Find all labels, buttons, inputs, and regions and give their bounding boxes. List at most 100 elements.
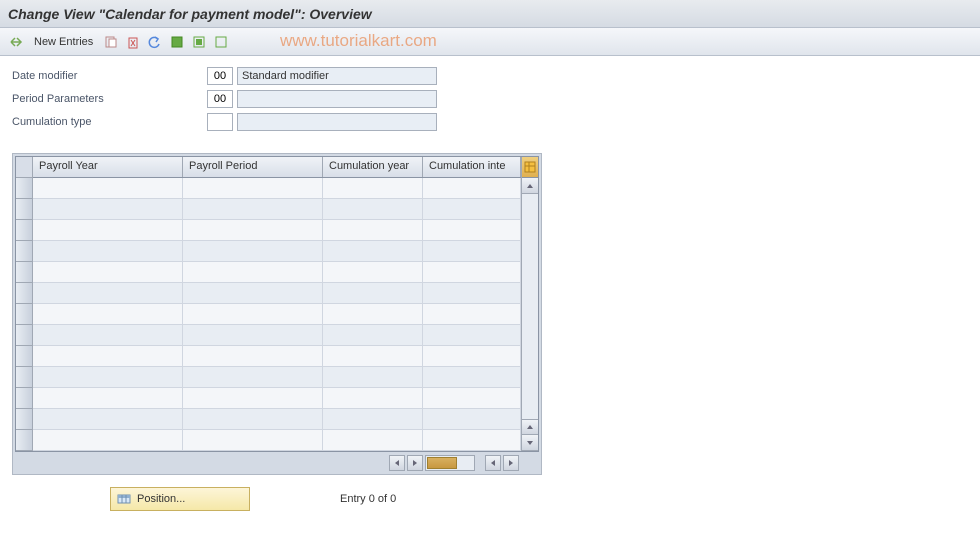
row-selector[interactable]	[16, 346, 32, 367]
table-cell[interactable]	[183, 367, 323, 387]
table-cell[interactable]	[33, 409, 183, 429]
table-cell[interactable]	[323, 178, 423, 198]
deselect-all-icon[interactable]	[211, 32, 231, 52]
table-cell[interactable]	[183, 430, 323, 450]
copy-icon[interactable]	[101, 32, 121, 52]
table-cell[interactable]	[33, 325, 183, 345]
row-selector[interactable]	[16, 367, 32, 388]
scroll-down-icon[interactable]	[522, 435, 538, 451]
undo-icon[interactable]	[145, 32, 165, 52]
table-row[interactable]	[33, 241, 521, 262]
row-selector[interactable]	[16, 325, 32, 346]
table-cell[interactable]	[423, 325, 521, 345]
select-all-rows[interactable]	[16, 157, 32, 178]
table-cell[interactable]	[423, 241, 521, 261]
row-selector[interactable]	[16, 241, 32, 262]
table-cell[interactable]	[323, 409, 423, 429]
row-selector[interactable]	[16, 304, 32, 325]
horizontal-scroll-thumb[interactable]	[427, 457, 457, 469]
table-cell[interactable]	[423, 220, 521, 240]
cumulation-type-code[interactable]	[207, 113, 233, 131]
table-cell[interactable]	[423, 283, 521, 303]
table-cell[interactable]	[323, 367, 423, 387]
table-cell[interactable]	[33, 220, 183, 240]
vertical-scroll-track[interactable]	[522, 194, 538, 419]
table-cell[interactable]	[33, 262, 183, 282]
position-button[interactable]: Position...	[110, 487, 250, 511]
table-cell[interactable]	[183, 220, 323, 240]
table-cell[interactable]	[323, 346, 423, 366]
row-selector[interactable]	[16, 388, 32, 409]
table-row[interactable]	[33, 325, 521, 346]
table-cell[interactable]	[323, 283, 423, 303]
table-row[interactable]	[33, 346, 521, 367]
table-row[interactable]	[33, 430, 521, 451]
table-cell[interactable]	[183, 325, 323, 345]
select-all-icon[interactable]	[167, 32, 187, 52]
scroll-right-icon[interactable]	[407, 455, 423, 471]
table-cell[interactable]	[33, 346, 183, 366]
table-cell[interactable]	[183, 388, 323, 408]
table-cell[interactable]	[33, 283, 183, 303]
new-entries-button[interactable]: New Entries	[28, 36, 99, 48]
table-row[interactable]	[33, 367, 521, 388]
table-cell[interactable]	[183, 304, 323, 324]
table-cell[interactable]	[423, 367, 521, 387]
table-row[interactable]	[33, 199, 521, 220]
table-cell[interactable]	[423, 346, 521, 366]
table-cell[interactable]	[423, 304, 521, 324]
period-parameters-code[interactable]	[207, 90, 233, 108]
table-cell[interactable]	[423, 388, 521, 408]
table-row[interactable]	[33, 283, 521, 304]
table-cell[interactable]	[423, 178, 521, 198]
column-header-cumulation-year[interactable]: Cumulation year	[323, 157, 423, 177]
table-cell[interactable]	[183, 199, 323, 219]
table-cell[interactable]	[323, 304, 423, 324]
configure-columns-icon[interactable]	[522, 157, 538, 178]
table-cell[interactable]	[323, 199, 423, 219]
scroll-left-icon[interactable]	[389, 455, 405, 471]
column-header-payroll-period[interactable]: Payroll Period	[183, 157, 323, 177]
table-row[interactable]	[33, 262, 521, 283]
row-selector[interactable]	[16, 283, 32, 304]
table-row[interactable]	[33, 409, 521, 430]
scroll-up-icon[interactable]	[522, 178, 538, 194]
table-cell[interactable]	[33, 367, 183, 387]
table-cell[interactable]	[423, 430, 521, 450]
table-cell[interactable]	[423, 262, 521, 282]
table-cell[interactable]	[183, 283, 323, 303]
toggle-icon[interactable]	[6, 32, 26, 52]
scroll-right-icon[interactable]	[503, 455, 519, 471]
table-cell[interactable]	[33, 241, 183, 261]
table-cell[interactable]	[183, 262, 323, 282]
table-cell[interactable]	[183, 409, 323, 429]
table-row[interactable]	[33, 304, 521, 325]
table-cell[interactable]	[323, 430, 423, 450]
horizontal-scroll-track[interactable]	[425, 455, 475, 471]
row-selector[interactable]	[16, 178, 32, 199]
table-cell[interactable]	[33, 199, 183, 219]
table-cell[interactable]	[423, 199, 521, 219]
row-selector[interactable]	[16, 430, 32, 451]
column-header-cumulation-inte[interactable]: Cumulation inte	[423, 157, 521, 177]
table-cell[interactable]	[33, 388, 183, 408]
table-cell[interactable]	[33, 304, 183, 324]
table-cell[interactable]	[423, 409, 521, 429]
row-selector[interactable]	[16, 199, 32, 220]
column-header-payroll-year[interactable]: Payroll Year	[33, 157, 183, 177]
table-row[interactable]	[33, 220, 521, 241]
row-selector[interactable]	[16, 409, 32, 430]
row-selector[interactable]	[16, 262, 32, 283]
table-cell[interactable]	[323, 262, 423, 282]
table-cell[interactable]	[323, 325, 423, 345]
delete-icon[interactable]	[123, 32, 143, 52]
table-cell[interactable]	[323, 388, 423, 408]
table-row[interactable]	[33, 388, 521, 409]
table-cell[interactable]	[183, 178, 323, 198]
table-cell[interactable]	[183, 346, 323, 366]
scroll-up-icon[interactable]	[522, 419, 538, 435]
table-cell[interactable]	[323, 241, 423, 261]
table-cell[interactable]	[33, 178, 183, 198]
table-cell[interactable]	[183, 241, 323, 261]
table-cell[interactable]	[33, 430, 183, 450]
